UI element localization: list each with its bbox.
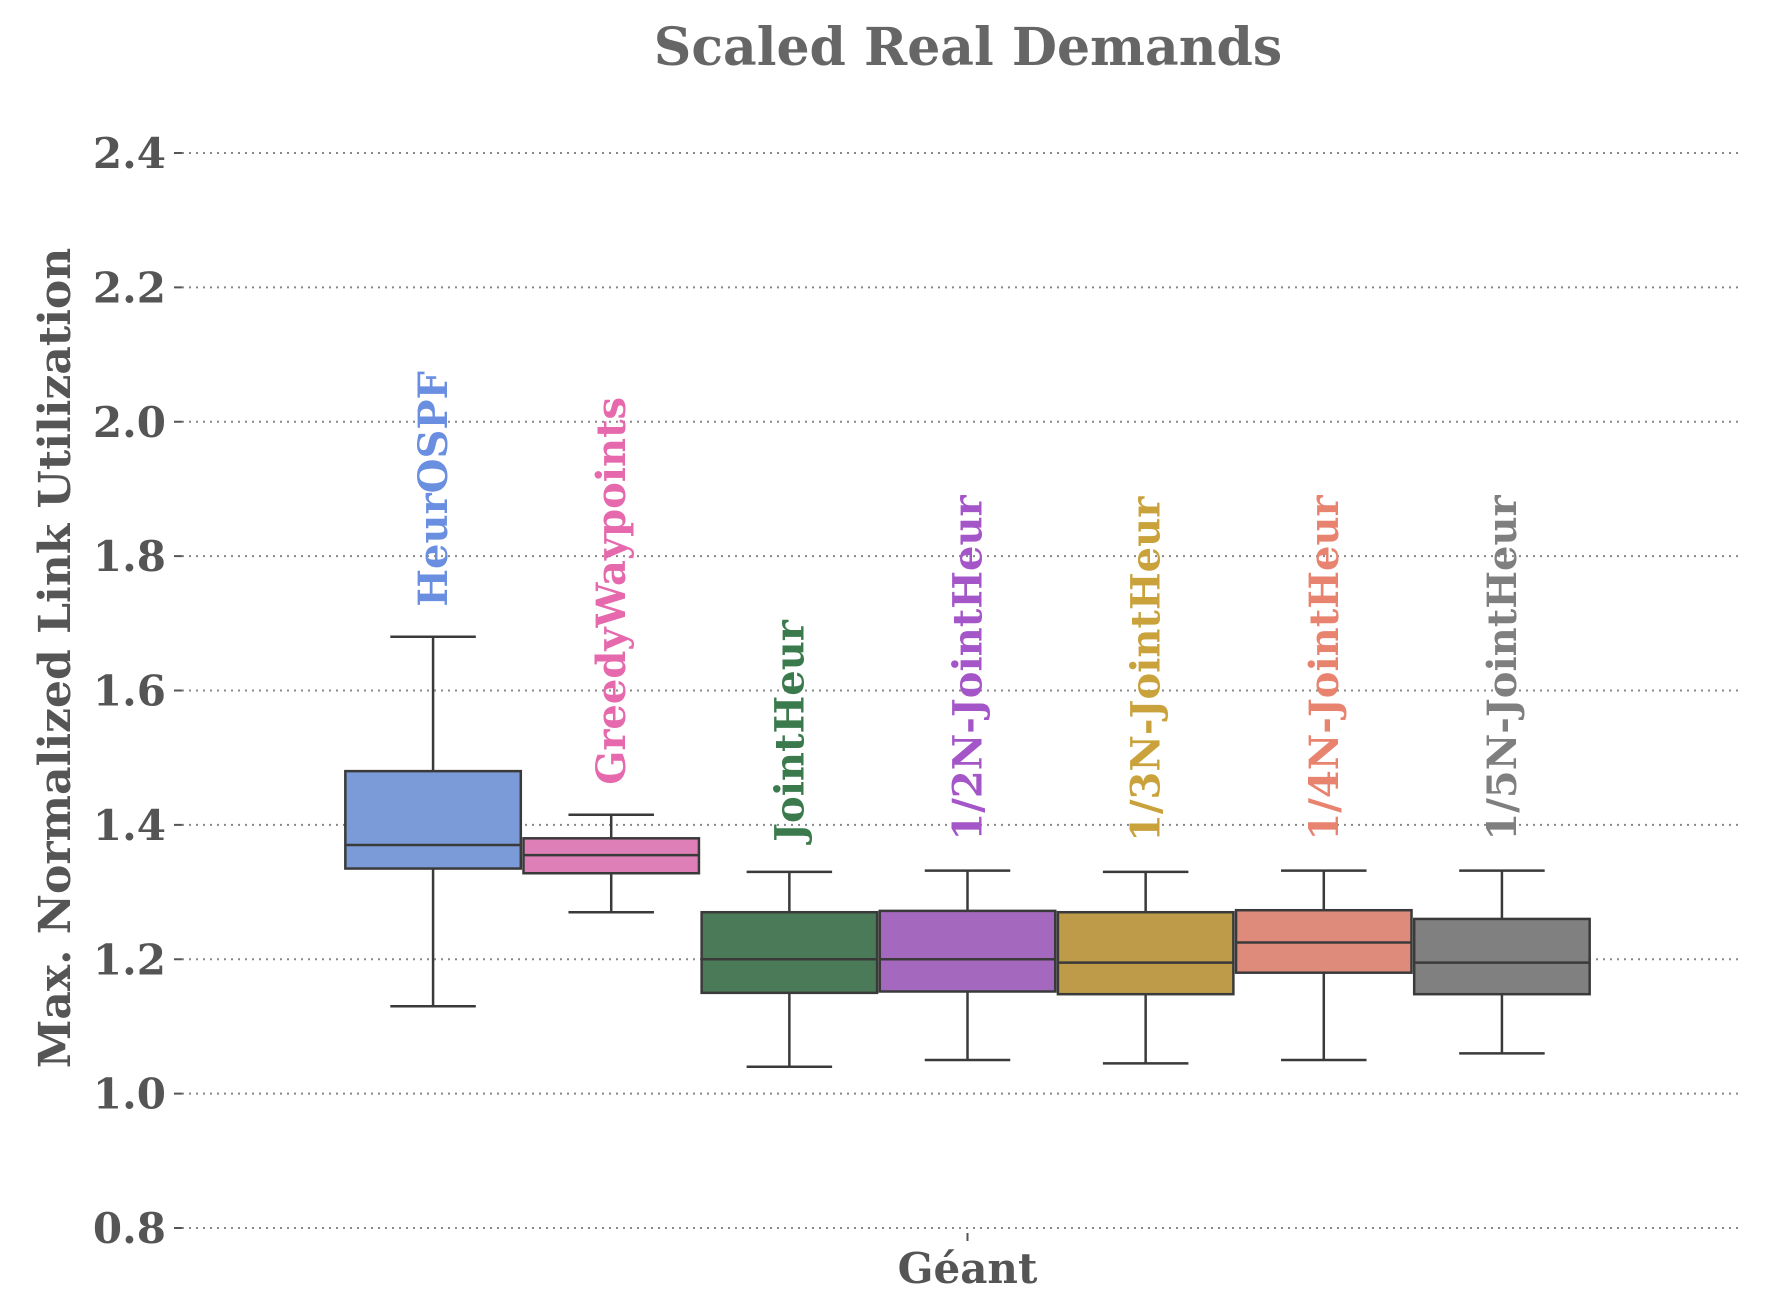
- y-axis-ticks: 0.8 1.0 1.2 1.4 1.6 1.8 2.0 2.2 2.4: [93, 129, 182, 1253]
- iqr-box: [1056, 910, 1235, 996]
- box-1/4N-JointHeur: 1/4N-JointHeur: [1234, 494, 1413, 1062]
- y-tick-label: 1.8: [93, 532, 166, 581]
- chart-title: Scaled Real Demands: [654, 17, 1282, 78]
- box-JointHeur: JointHeur: [700, 619, 879, 1068]
- series-label: GreedyWaypoints: [588, 397, 635, 785]
- y-tick-label: 2.4: [93, 129, 166, 178]
- series-label: 1/5N-JointHeur: [1479, 494, 1526, 840]
- y-tick-label: 1.0: [93, 1070, 166, 1119]
- series-label: 1/4N-JointHeur: [1301, 494, 1348, 840]
- series-label: HeurOSPF: [410, 371, 457, 607]
- y-axis-label: Max. Normalized Link Utilization: [30, 248, 81, 1069]
- box-1/5N-JointHeur: 1/5N-JointHeur: [1412, 494, 1591, 1055]
- box-GreedyWaypoints: GreedyWaypoints: [522, 397, 701, 914]
- series-label: 1/2N-JointHeur: [945, 494, 992, 840]
- y-tick-label: 1.6: [93, 667, 166, 716]
- series-label: 1/3N-JointHeur: [1123, 496, 1170, 842]
- x-axis-categories: Géant: [898, 1233, 1038, 1293]
- iqr-box: [1412, 917, 1591, 996]
- y-tick-label: 2.0: [93, 398, 166, 447]
- y-tick-label: 2.2: [93, 263, 166, 312]
- boxes: HeurOSPF GreedyWaypoints JointHeur 1/2N-Joi…: [344, 371, 1591, 1068]
- box-HeurOSPF: HeurOSPF: [344, 371, 523, 1008]
- iqr-box: [344, 769, 523, 870]
- y-tick-label: 0.8: [93, 1204, 166, 1253]
- iqr-box: [700, 910, 879, 995]
- box-1/2N-JointHeur: 1/2N-JointHeur: [878, 494, 1057, 1062]
- x-category-label: Géant: [898, 1244, 1038, 1293]
- series-label: JointHeur: [766, 619, 813, 845]
- box-1/3N-JointHeur: 1/3N-JointHeur: [1056, 496, 1235, 1065]
- y-tick-label: 1.4: [93, 801, 166, 850]
- iqr-box: [878, 909, 1057, 993]
- y-tick-label: 1.2: [93, 935, 166, 984]
